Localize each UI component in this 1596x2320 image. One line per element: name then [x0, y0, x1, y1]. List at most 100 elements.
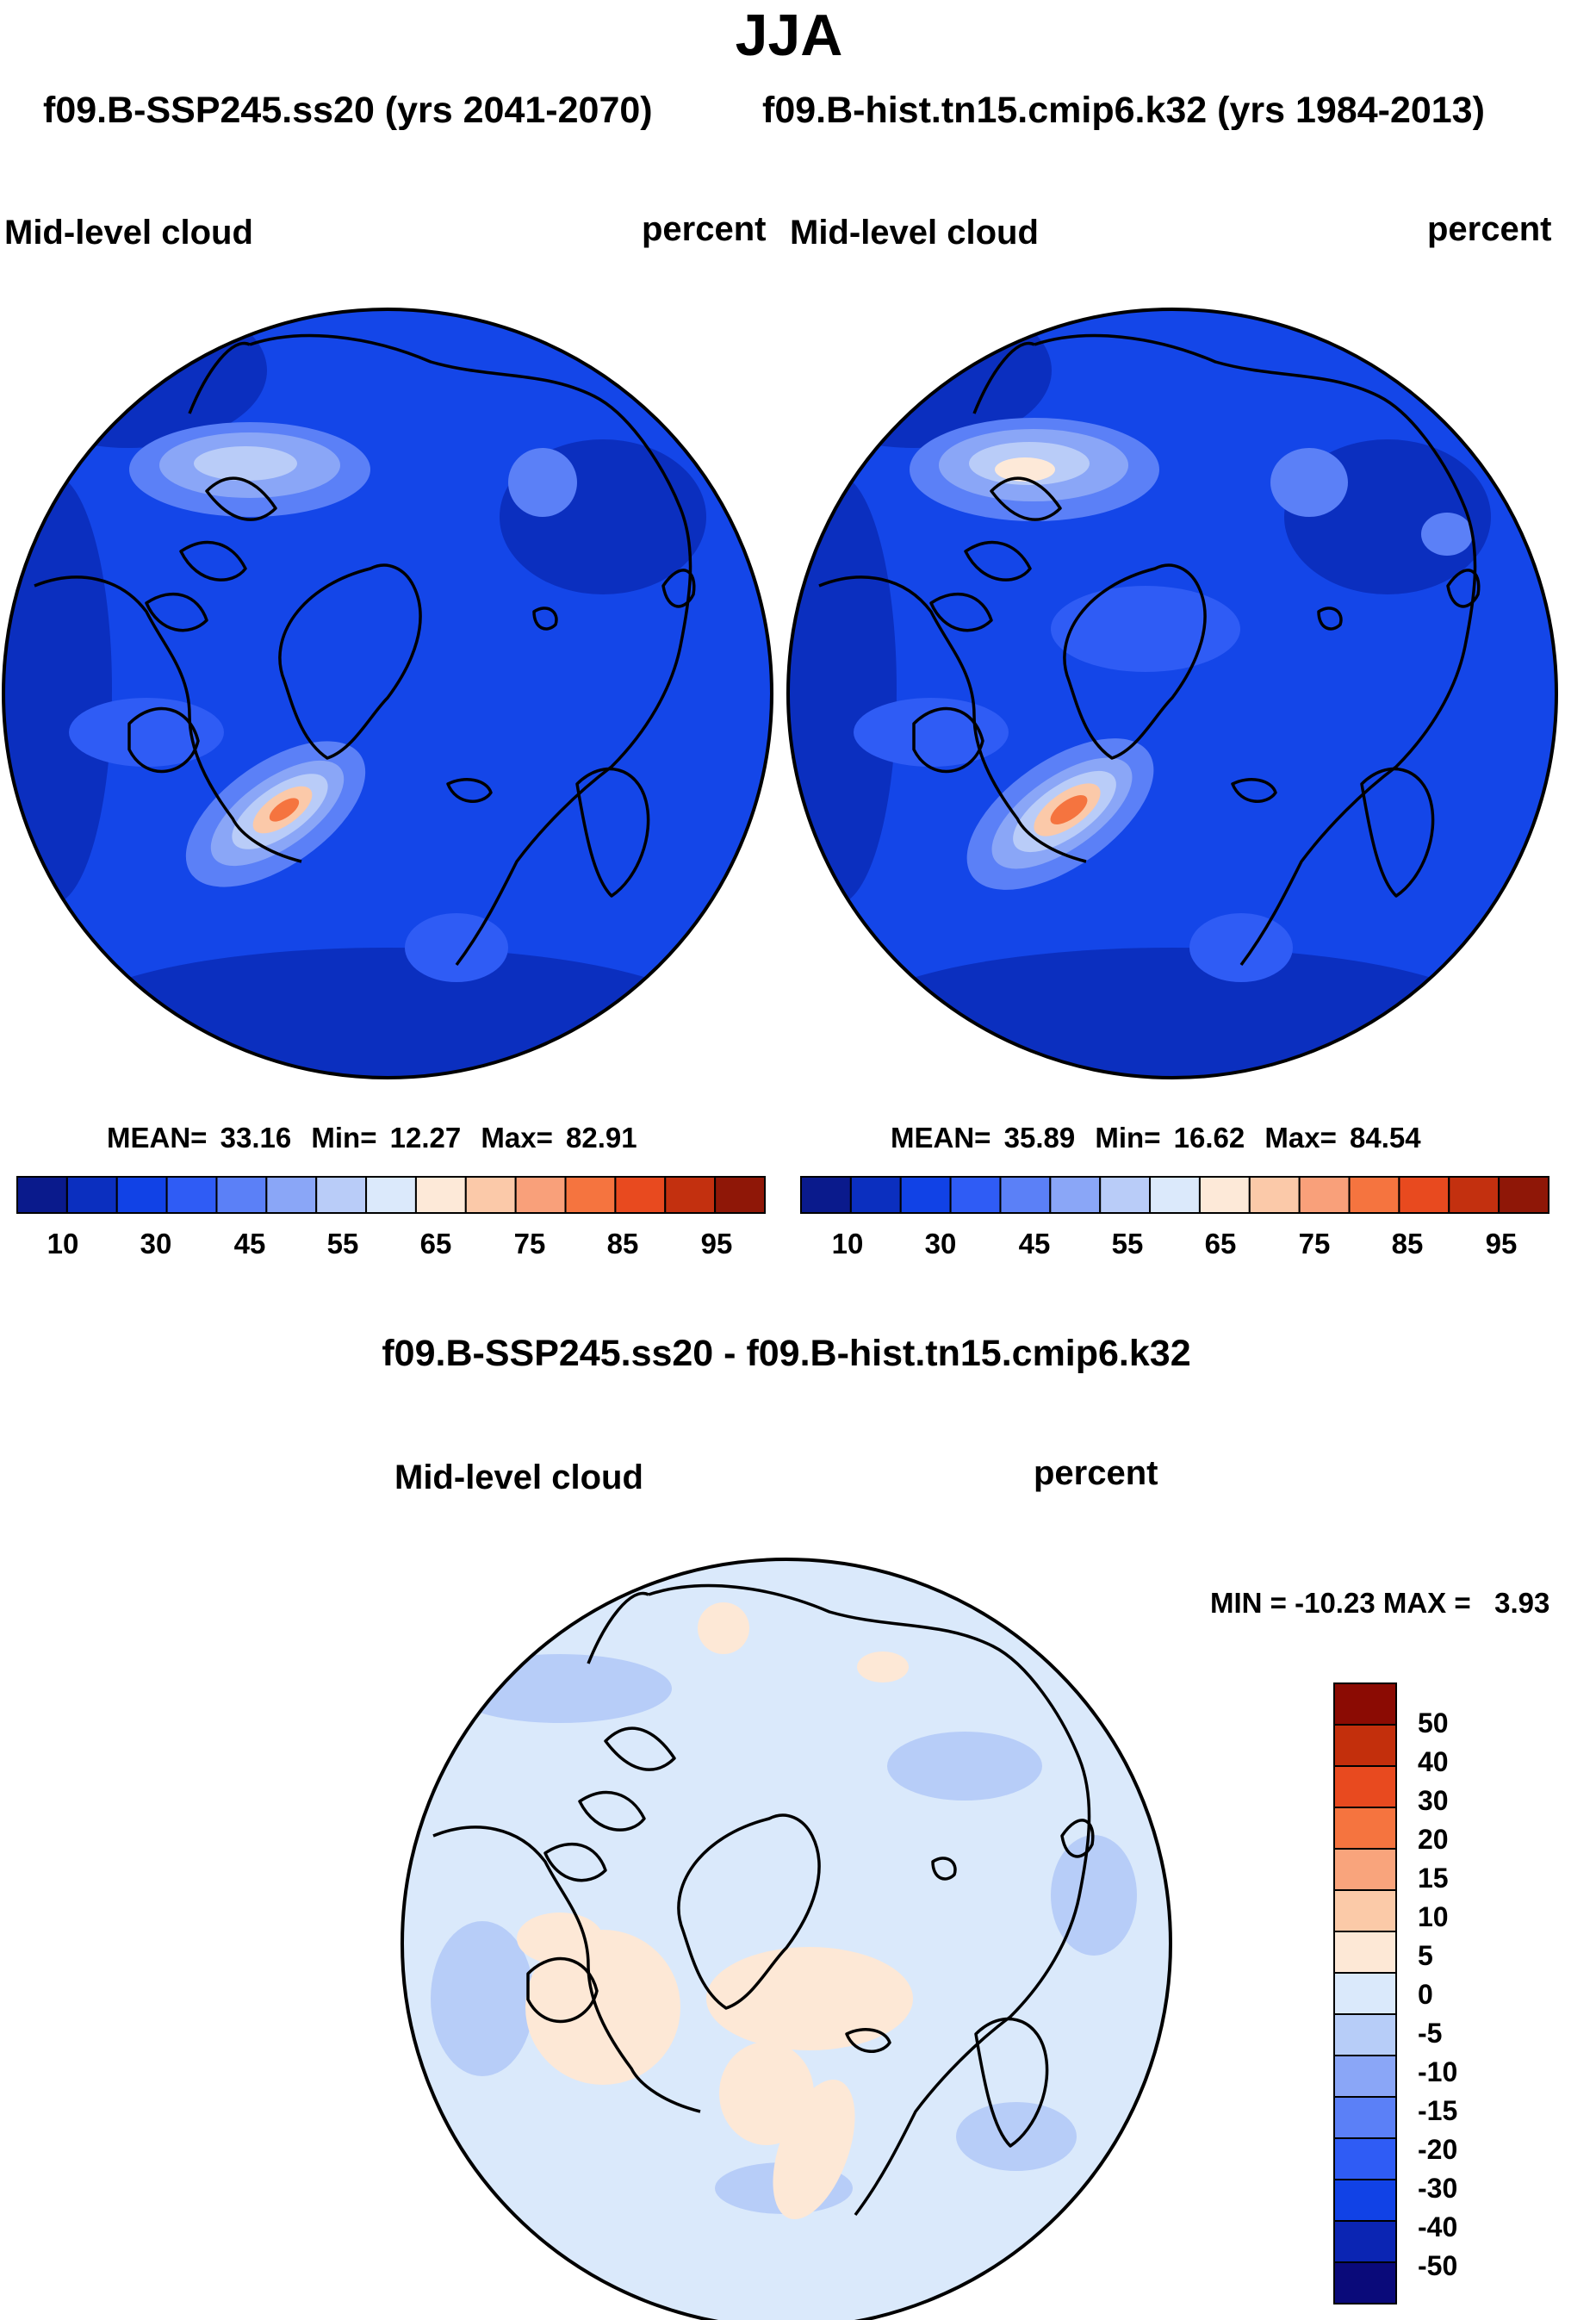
- colorbar-swatch: [215, 1176, 268, 1214]
- panel1-min-label: Min=: [311, 1122, 377, 1154]
- colorbar-swatch: [1348, 1176, 1400, 1214]
- panel1-cbar-label: 10: [47, 1228, 79, 1260]
- diff-cbar-label: -10: [1418, 2056, 1458, 2087]
- panel1-max-value: 82.91: [566, 1122, 637, 1154]
- colorbar-swatch: [564, 1176, 617, 1214]
- colorbar-swatch: [714, 1176, 767, 1214]
- diff-cbar-label: -50: [1418, 2250, 1458, 2281]
- colorbar-swatch: [1333, 2055, 1397, 2098]
- panel2-cbar-label: 95: [1485, 1228, 1518, 1260]
- panel1-colorbar: [16, 1176, 767, 1214]
- colorbar-swatch: [899, 1176, 952, 1214]
- colorbar-swatch: [1333, 2179, 1397, 2222]
- colorbar-swatch: [1333, 1807, 1397, 1850]
- panel2-map-border: [786, 308, 1558, 1079]
- diff-map: [402, 1559, 1171, 2320]
- colorbar-swatch: [1333, 1889, 1397, 1932]
- panel1-units: percent: [642, 210, 767, 248]
- panel2-cbar-label: 30: [924, 1228, 957, 1260]
- diff-cbar-label: 0: [1418, 1979, 1433, 2010]
- colorbar-swatch: [1333, 2013, 1397, 2056]
- control-label: f09.B-hist.tn15.cmip6.k32 (yrs 1984-2013…: [762, 90, 1485, 131]
- colorbar-swatch: [1333, 1682, 1397, 1726]
- case-label: f09.B-SSP245.ss20 (yrs 2041-2070): [43, 90, 653, 131]
- season-title: JJA: [735, 3, 843, 68]
- colorbar-swatch: [614, 1176, 667, 1214]
- colorbar-swatch: [365, 1176, 417, 1214]
- panel1-stats: MEAN= 33.16 Min= 12.27 Max= 82.91: [107, 1122, 637, 1154]
- colorbar-swatch: [1049, 1176, 1102, 1214]
- panel1-variable: Mid-level cloud: [4, 214, 253, 252]
- colorbar-swatch: [999, 1176, 1052, 1214]
- diff-map-border: [401, 1558, 1172, 2320]
- panel2-map: [788, 309, 1556, 1078]
- panel2-cbar-label: 85: [1391, 1228, 1424, 1260]
- panel2-max-value: 84.54: [1350, 1122, 1421, 1154]
- colorbar-swatch: [1448, 1176, 1500, 1214]
- colorbar-swatch: [265, 1176, 318, 1214]
- colorbar-swatch: [1333, 1931, 1397, 1974]
- diff-variable: Mid-level cloud: [394, 1459, 643, 1496]
- colorbar-swatch: [464, 1176, 517, 1214]
- panel2-min-label: Min=: [1095, 1122, 1161, 1154]
- panel2-stats: MEAN= 35.89 Min= 16.62 Max= 84.54: [891, 1122, 1421, 1154]
- colorbar-swatch: [414, 1176, 467, 1214]
- diff-units: percent: [1034, 1454, 1158, 1492]
- panel1-cbar-label: 95: [700, 1228, 733, 1260]
- panel2-colorbar: [800, 1176, 1549, 1214]
- colorbar-swatch: [1333, 2137, 1397, 2180]
- diff-minmax: MIN = -10.23 MAX = 3.93: [1210, 1587, 1550, 1619]
- colorbar-swatch: [1333, 1724, 1397, 1767]
- diff-cbar-label: -40: [1418, 2211, 1458, 2242]
- diff-cbar-label: -15: [1418, 2095, 1458, 2126]
- panel1-mean-label: MEAN=: [107, 1122, 208, 1154]
- diff-cbar-label: 10: [1418, 1901, 1449, 1932]
- panel1-cbar-label: 55: [326, 1228, 359, 1260]
- colorbar-swatch: [1298, 1176, 1351, 1214]
- colorbar-swatch: [65, 1176, 118, 1214]
- colorbar-swatch: [165, 1176, 218, 1214]
- panel2-cbar-label: 45: [1018, 1228, 1051, 1260]
- panel1-cbar-label: 75: [513, 1228, 546, 1260]
- colorbar-swatch: [1099, 1176, 1152, 1214]
- panel1-mean-value: 33.16: [220, 1122, 292, 1154]
- panel1-map-border: [2, 308, 773, 1079]
- colorbar-swatch: [1248, 1176, 1301, 1214]
- colorbar-swatch: [1333, 2261, 1397, 2304]
- panel2-cbar-label: 55: [1111, 1228, 1144, 1260]
- diff-cbar-label: 5: [1418, 1940, 1433, 1971]
- colorbar-swatch: [315, 1176, 368, 1214]
- panel2-cbar-label: 10: [831, 1228, 864, 1260]
- diff-cbar-label: 30: [1418, 1785, 1449, 1816]
- colorbar-swatch: [1333, 1848, 1397, 1891]
- panel1-min-value: 12.27: [389, 1122, 462, 1154]
- panel1-map: [3, 309, 772, 1078]
- panel2-mean-label: MEAN=: [891, 1122, 991, 1154]
- colorbar-swatch: [664, 1176, 717, 1214]
- colorbar-swatch: [949, 1176, 1002, 1214]
- colorbar-swatch: [1498, 1176, 1549, 1214]
- panel1-cbar-label: 30: [140, 1228, 172, 1260]
- panel2-cbar-label: 75: [1298, 1228, 1331, 1260]
- colorbar-swatch: [16, 1176, 68, 1214]
- panel2-min-value: 16.62: [1173, 1122, 1245, 1154]
- colorbar-swatch: [115, 1176, 168, 1214]
- colorbar-swatch: [800, 1176, 852, 1214]
- panel1-max-label: Max=: [481, 1122, 553, 1154]
- diff-cbar-label: -30: [1418, 2173, 1458, 2204]
- colorbar-swatch: [1398, 1176, 1450, 1214]
- panel1-cbar-label: 85: [606, 1228, 639, 1260]
- diff-cbar-label: 15: [1418, 1863, 1449, 1894]
- panel2-max-label: Max=: [1264, 1122, 1337, 1154]
- panel1-cbar-label: 65: [419, 1228, 452, 1260]
- panel2-units: percent: [1427, 210, 1552, 248]
- diff-cbar-label: 20: [1418, 1824, 1449, 1855]
- colorbar-swatch: [849, 1176, 902, 1214]
- diff-cbar-label: -5: [1418, 2018, 1443, 2049]
- colorbar-swatch: [514, 1176, 567, 1214]
- diff-cbar-label: 40: [1418, 1746, 1449, 1777]
- diff-title: f09.B-SSP245.ss20 - f09.B-hist.tn15.cmip…: [382, 1333, 1191, 1374]
- panel1-cbar-label: 45: [233, 1228, 266, 1260]
- diff-colorbar: [1333, 1682, 1397, 2304]
